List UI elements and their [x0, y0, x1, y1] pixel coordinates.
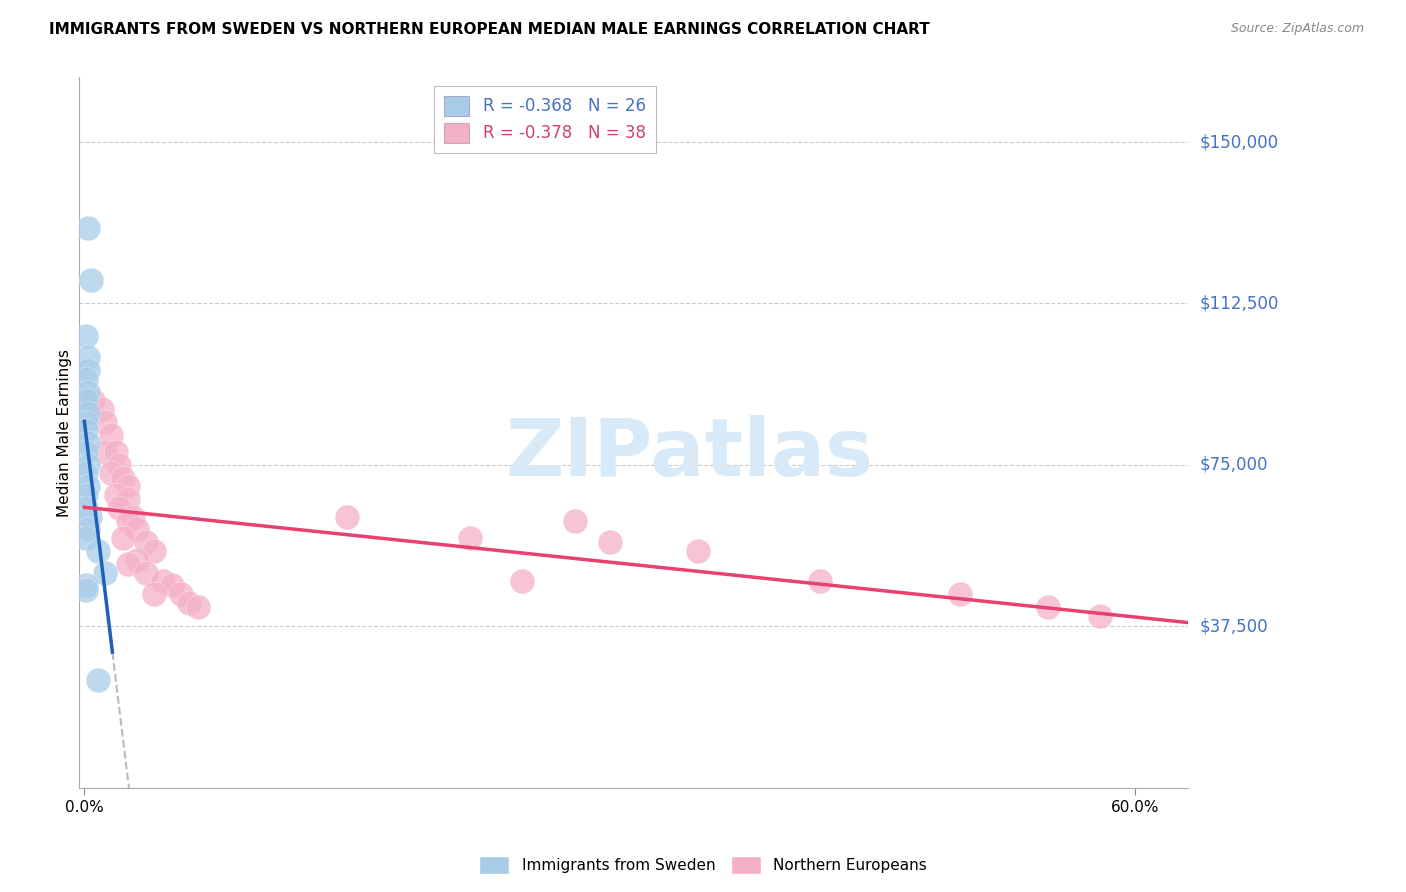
Point: [599, 535, 621, 549]
Point: [94, 566, 117, 580]
Point: [100, 467, 122, 481]
Point: [160, 578, 183, 592]
Point: [75, 582, 97, 597]
Point: [80, 273, 103, 287]
Point: [104, 445, 127, 459]
Point: [152, 574, 174, 588]
Point: [94, 445, 117, 459]
Point: [75, 578, 97, 592]
Point: [512, 574, 534, 588]
Point: [125, 523, 148, 537]
Point: [75, 328, 97, 343]
Text: IMMIGRANTS FROM SWEDEN VS NORTHERN EUROPEAN MEDIAN MALE EARNINGS CORRELATION CHA: IMMIGRANTS FROM SWEDEN VS NORTHERN EUROP…: [49, 22, 929, 37]
Point: [104, 488, 127, 502]
Point: [1090, 608, 1112, 623]
Point: [111, 531, 134, 545]
Point: [75, 531, 97, 545]
Text: $75,000: $75,000: [1199, 456, 1268, 474]
Point: [79, 509, 101, 524]
Point: [82, 393, 104, 408]
Point: [179, 596, 201, 610]
Point: [90, 401, 112, 416]
Point: [75, 393, 97, 408]
Text: Source: ZipAtlas.com: Source: ZipAtlas.com: [1230, 22, 1364, 36]
Point: [564, 514, 586, 528]
Point: [125, 552, 148, 566]
Point: [75, 424, 97, 438]
Point: [108, 458, 131, 472]
Point: [808, 574, 831, 588]
Legend: R = -0.368   N = 26, R = -0.378   N = 38: R = -0.368 N = 26, R = -0.378 N = 38: [434, 86, 655, 153]
Point: [77, 436, 100, 450]
Point: [187, 599, 209, 614]
Y-axis label: Median Male Earnings: Median Male Earnings: [58, 349, 72, 516]
Point: [117, 514, 139, 528]
Point: [143, 587, 166, 601]
Point: [117, 479, 139, 493]
Point: [77, 351, 100, 365]
Point: [87, 673, 110, 687]
Point: [75, 467, 97, 481]
Point: [75, 500, 97, 515]
Point: [77, 406, 100, 420]
Point: [94, 415, 117, 429]
Text: ZIPatlas: ZIPatlas: [505, 415, 873, 493]
Legend: Immigrants from Sweden, Northern Europeans: Immigrants from Sweden, Northern Europea…: [472, 850, 934, 880]
Point: [87, 544, 110, 558]
Point: [117, 492, 139, 507]
Point: [100, 427, 122, 442]
Point: [143, 544, 166, 558]
Text: $112,500: $112,500: [1199, 294, 1278, 312]
Point: [135, 535, 157, 549]
Point: [949, 587, 972, 601]
Point: [111, 471, 134, 485]
Point: [75, 445, 97, 459]
Point: [75, 372, 97, 386]
Point: [77, 363, 100, 377]
Point: [108, 500, 131, 515]
Point: [77, 523, 100, 537]
Point: [122, 509, 145, 524]
Text: $150,000: $150,000: [1199, 133, 1278, 151]
Point: [117, 557, 139, 571]
Point: [77, 458, 100, 472]
Point: [170, 587, 193, 601]
Point: [77, 384, 100, 399]
Point: [77, 221, 100, 235]
Point: [458, 531, 481, 545]
Point: [75, 488, 97, 502]
Point: [336, 509, 359, 524]
Point: [1036, 599, 1059, 614]
Point: [686, 544, 709, 558]
Text: $37,500: $37,500: [1199, 617, 1268, 635]
Point: [135, 566, 157, 580]
Point: [77, 479, 100, 493]
Point: [75, 415, 97, 429]
